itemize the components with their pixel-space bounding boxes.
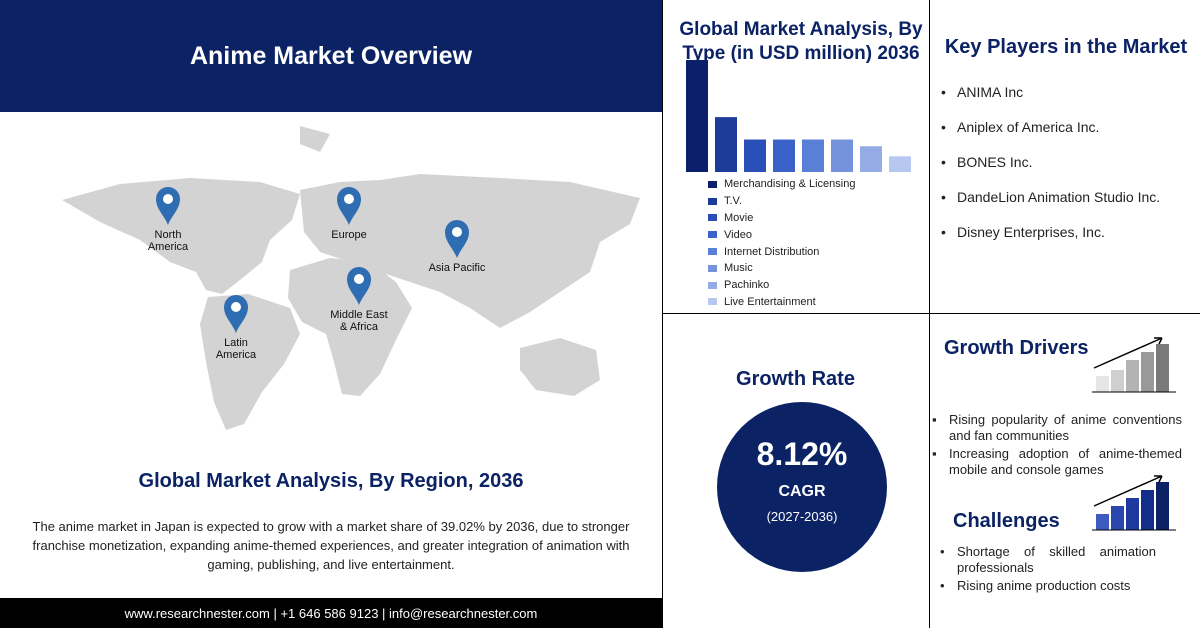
bar-chart [686,60,911,172]
legend-item: Music [708,260,855,277]
cagr-circle: 8.12% CAGR (2027-2036) [717,402,887,572]
legend-label: Merchandising & Licensing [724,178,856,191]
map-pin [445,220,469,258]
growth-icon [1092,337,1176,393]
growth-drivers-list: Rising popularity of anime conventions a… [932,412,1182,480]
pins: North America Europe Asia Pacific Middle Eas… [148,187,486,361]
divider [662,313,1200,314]
divider [929,0,930,628]
divider [662,0,663,628]
map-pin-hole [452,227,462,237]
key-players-title: Key Players in the Market [944,36,1188,58]
legend: Merchandising & Licensing T.V. Movie Video I… [708,176,855,310]
header-title: Anime Market Overview [0,0,662,112]
key-player: DandeLion Animation Studio Inc. [941,189,1196,205]
cagr-label: CAGR [778,483,826,500]
key-player: BONES Inc. [941,154,1196,170]
map-pin-hole [354,274,364,284]
key-players-list: ANIMA Inc Aniplex of America Inc. BONES In… [941,84,1196,259]
map-pin [156,187,180,225]
growth-driver: Increasing adoption of anime-themed mobi… [932,446,1182,478]
key-player: Aniplex of America Inc. [941,119,1196,135]
map-pin-hole [344,194,354,204]
chart-title: Global Market Analysis, By Type (in USD … [679,19,923,64]
key-player: ANIMA Inc [941,84,1196,100]
legend-label: Pachinko [724,279,770,292]
footer: www.researchnester.com | +1 646 586 9123… [0,598,662,628]
legend-swatch [708,214,717,222]
legend-swatch [708,248,717,256]
region-label: North America [148,229,189,253]
map-caption: Global Market Analysis, By Region, 2036 [138,470,524,492]
bar [686,60,708,172]
legend-label: Movie [724,211,754,224]
growth-driver: Rising popularity of anime conventions a… [932,412,1182,444]
legend-swatch [708,264,717,272]
bar [831,139,853,172]
region-label: Latin America [216,337,257,361]
challenges-title: Challenges [953,510,1060,532]
region-label: Europe [331,229,366,241]
map-pin-hole [231,302,241,312]
legend-label: Internet Distribution [724,245,820,258]
legend-swatch [708,281,717,289]
key-player: Disney Enterprises, Inc. [941,224,1196,240]
legend-label: T.V. [724,195,742,208]
bar [715,117,737,172]
world-map: North America Europe Asia Pacific Middle Eas… [62,126,640,430]
legend-item: Internet Distribution [708,243,855,260]
legend-label: Live Entertainment [724,295,816,308]
growth-drivers-title: Growth Drivers [944,337,1089,359]
legend-item: Movie [708,210,855,227]
region-label: Asia Pacific [429,262,486,274]
bar [860,146,882,172]
legend-swatch [708,231,717,239]
map-pin-hole [163,194,173,204]
region-label: Middle East & Africa [330,309,387,333]
challenge: Rising anime production costs [940,578,1156,594]
legend-item: Pachinko [708,277,855,294]
legend-item: T.V. [708,193,855,210]
description: The anime market in Japan is expected to… [32,519,630,572]
map-pin [347,267,371,305]
legend-label: Music [724,262,753,275]
legend-swatch [708,197,717,205]
continents [62,126,640,430]
legend-item: Live Entertainment [708,294,855,311]
cagr-period: (2027-2036) [766,509,838,524]
bar [773,139,795,172]
legend-label: Video [724,228,752,241]
challenges-icon [1092,475,1176,531]
legend-item: Video [708,226,855,243]
legend-swatch [708,298,717,306]
challenge: Shortage of skilled animation profession… [940,544,1156,576]
legend-item: Merchandising & Licensing [708,176,855,193]
growth-rate-title: Growth Rate [736,368,855,390]
cagr-value: 8.12% [756,436,848,472]
bar [889,156,911,172]
map-pin [337,187,361,225]
challenges-list: Shortage of skilled animation profession… [940,544,1156,596]
bar [744,139,766,172]
bar [802,139,824,172]
legend-swatch [708,180,717,188]
map-pin [224,295,248,333]
